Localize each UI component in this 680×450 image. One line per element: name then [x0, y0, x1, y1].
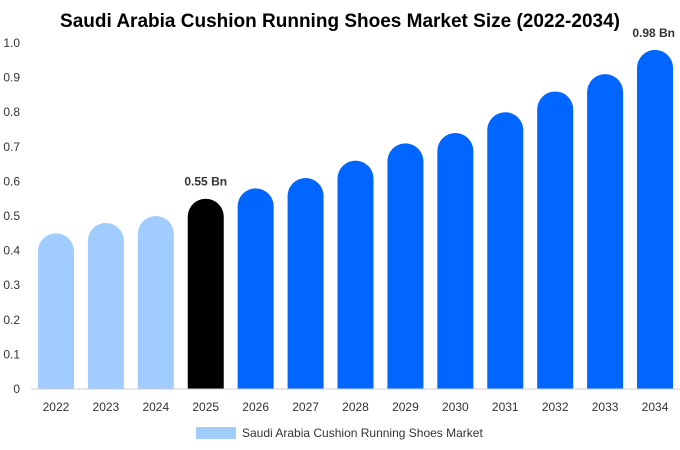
- x-tick-label: 2024: [142, 400, 169, 414]
- data-label-2034: 0.98 Bn: [632, 26, 675, 40]
- x-tick-label: 2028: [342, 400, 369, 414]
- x-axis: 2022 2023 2024 2025 2026 2027 2028 2029 2030 2031…: [31, 388, 680, 414]
- y-tick-label: 0.2: [3, 313, 20, 327]
- bar-2028[interactable]: [337, 160, 374, 389]
- bar-2030[interactable]: [437, 132, 474, 389]
- data-label-2025: 0.55 Bn: [184, 175, 227, 189]
- legend-label: Saudi Arabia Cushion Running Shoes Marke…: [242, 426, 483, 440]
- y-axis: 0 0.1 0.2 0.3 0.4 0.5 0.6 0.7 0.8 0.9 1.0: [3, 36, 20, 396]
- y-tick-label: 0.4: [3, 244, 20, 258]
- x-tick-label: 2027: [292, 400, 319, 414]
- y-tick-label: 0.8: [3, 105, 20, 119]
- x-tick-label: 2023: [93, 400, 120, 414]
- y-tick-label: 0.3: [3, 278, 20, 292]
- bar-2034[interactable]: [637, 49, 674, 390]
- x-tick-label: 2026: [242, 400, 269, 414]
- legend-swatch: [196, 427, 236, 439]
- y-tick-label: 0.7: [3, 140, 20, 154]
- x-tick-label: 2033: [592, 400, 619, 414]
- x-tick-label: 2030: [442, 400, 469, 414]
- bar-2027[interactable]: [287, 177, 324, 389]
- y-tick-label: 0: [13, 382, 20, 396]
- x-tick-label: 2031: [492, 400, 519, 414]
- x-tick-label: 2025: [192, 400, 219, 414]
- data-labels-group: 0.55 Bn 0.98 Bn: [184, 26, 675, 189]
- x-tick-label: 2032: [542, 400, 569, 414]
- y-tick-label: 0.6: [3, 174, 20, 188]
- bar-2023[interactable]: [87, 222, 124, 389]
- legend[interactable]: Saudi Arabia Cushion Running Shoes Marke…: [196, 426, 483, 440]
- y-tick-label: 1.0: [3, 36, 20, 50]
- y-tick-label: 0.5: [3, 209, 20, 223]
- bar-2024[interactable]: [137, 216, 174, 389]
- y-tick-label: 0.1: [3, 347, 20, 361]
- x-tick-label: 2034: [642, 400, 669, 414]
- bar-2031[interactable]: [487, 112, 524, 389]
- chart-title: Saudi Arabia Cushion Running Shoes Marke…: [60, 11, 620, 32]
- bar-2022[interactable]: [37, 233, 74, 389]
- x-tick-label: 2022: [43, 400, 70, 414]
- bar-2029[interactable]: [387, 143, 424, 389]
- bars-group: [37, 49, 674, 390]
- bar-2033[interactable]: [587, 74, 624, 389]
- bar-2026[interactable]: [237, 188, 274, 389]
- x-tick-label: 2029: [392, 400, 419, 414]
- bar-2032[interactable]: [537, 91, 574, 390]
- y-tick-label: 0.9: [3, 71, 20, 85]
- bar-2025[interactable]: [187, 198, 224, 389]
